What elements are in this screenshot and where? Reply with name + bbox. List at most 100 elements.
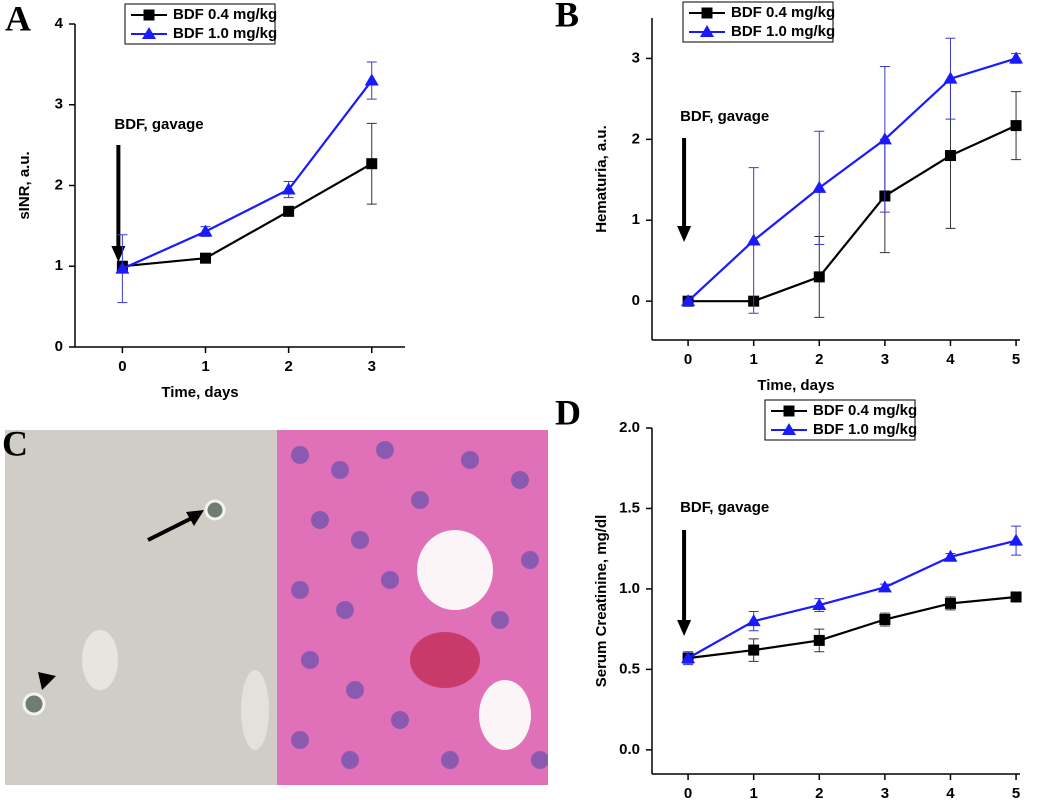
x-tick-label: 2 [815, 351, 823, 368]
marker [746, 233, 761, 246]
series-line [121, 79, 373, 270]
marker [877, 580, 892, 593]
y-tick-label: 3 [632, 49, 640, 66]
annotation: BDF, gavage [680, 108, 769, 125]
x-tick-label: 4 [946, 785, 955, 802]
marker [746, 614, 761, 627]
marker [198, 224, 213, 237]
y-tick-label: 1 [632, 211, 640, 228]
series-line [687, 57, 1017, 302]
marker [783, 405, 795, 417]
nuclei [291, 441, 548, 769]
cell [204, 499, 226, 521]
x-tick-label: 1 [750, 785, 758, 802]
panel-label: D [555, 392, 581, 432]
lumen [479, 680, 531, 750]
vessel [410, 632, 480, 688]
arrowhead [186, 510, 204, 526]
marker [142, 27, 156, 39]
marker [115, 261, 130, 274]
y-tick-label: 1 [55, 257, 63, 274]
arrowhead [111, 246, 126, 262]
y-tick-label: 2 [55, 176, 63, 193]
series-line [688, 124, 1017, 303]
marker [200, 252, 212, 264]
x-tick-label: 3 [368, 358, 376, 375]
legend-label: BDF 1.0 mg/kg [173, 25, 277, 42]
x-tick-label: 5 [1012, 785, 1020, 802]
x-tick-label: 3 [881, 351, 889, 368]
marker [877, 132, 892, 145]
arrow [147, 514, 197, 542]
cell [22, 692, 46, 716]
annotation: BDF, gavage [114, 116, 203, 133]
y-tick-label: 0.5 [619, 660, 640, 677]
series-line [687, 595, 1017, 660]
marker [281, 182, 296, 195]
x-tick-label: 0 [118, 358, 126, 375]
y-axis-label: sINR, a.u. [16, 151, 33, 219]
marker [943, 549, 958, 562]
marker [681, 294, 696, 307]
x-tick-label: 2 [284, 358, 292, 375]
y-tick-label: 1.5 [619, 499, 640, 516]
panel-label: B [555, 0, 579, 34]
panel-label: C [2, 423, 28, 463]
marker [879, 614, 891, 626]
x-tick-label: 3 [881, 785, 889, 802]
marker [700, 25, 714, 37]
legend: BDF 0.4 mg/kg BDF 1.0 mg/kg [764, 399, 917, 441]
marker [1010, 591, 1022, 603]
y-axis-label: Serum Creatinine, mg/dl [593, 515, 610, 688]
marker [813, 634, 825, 646]
urine-sediment-image [5, 430, 277, 785]
y-tick-label: 1.0 [619, 580, 640, 597]
x-axis-label: Time, days [161, 384, 238, 401]
arrowhead [677, 620, 692, 636]
x-tick-label: 0 [684, 351, 692, 368]
legend-label: BDF 0.4 mg/kg [813, 402, 917, 419]
x-tick-label: 0 [684, 785, 692, 802]
y-tick-label: 2 [632, 130, 640, 147]
arrowhead [677, 226, 692, 242]
y-tick-label: 0.0 [619, 741, 640, 758]
legend-label: BDF 0.4 mg/kg [731, 4, 835, 21]
marker [748, 644, 760, 656]
series-line [687, 539, 1017, 660]
blur [241, 670, 269, 750]
marker [1009, 533, 1024, 546]
blur [82, 630, 118, 690]
legend: BDF 0.4 mg/kg BDF 1.0 mg/kg [124, 3, 277, 45]
marker [944, 150, 956, 162]
y-tick-label: 3 [55, 96, 63, 113]
x-tick-label: 5 [1012, 351, 1020, 368]
marker [943, 71, 958, 84]
x-tick-label: 1 [201, 358, 209, 375]
y-tick-label: 4 [55, 15, 64, 32]
x-axis-label: Time, days [757, 377, 834, 394]
annotation: BDF, gavage [680, 499, 769, 516]
y-tick-label: 2.0 [619, 419, 640, 436]
marker [681, 651, 696, 664]
x-tick-label: 4 [946, 351, 955, 368]
marker [143, 9, 155, 21]
x-tick-label: 2 [815, 785, 823, 802]
series-line [122, 162, 373, 268]
legend-label: BDF 1.0 mg/kg [813, 421, 917, 438]
marker [812, 598, 827, 611]
marker [782, 423, 796, 435]
y-tick-label: 0 [55, 338, 63, 355]
arrowhead [38, 672, 56, 690]
marker [701, 7, 713, 19]
marker [1010, 120, 1022, 132]
marker [283, 205, 295, 217]
marker [366, 158, 378, 170]
marker [1009, 51, 1024, 64]
marker [944, 597, 956, 609]
legend: BDF 0.4 mg/kg BDF 1.0 mg/kg [682, 1, 835, 43]
marker [813, 271, 825, 283]
marker [812, 180, 827, 193]
y-tick-label: 0 [632, 292, 640, 309]
marker [364, 73, 379, 86]
